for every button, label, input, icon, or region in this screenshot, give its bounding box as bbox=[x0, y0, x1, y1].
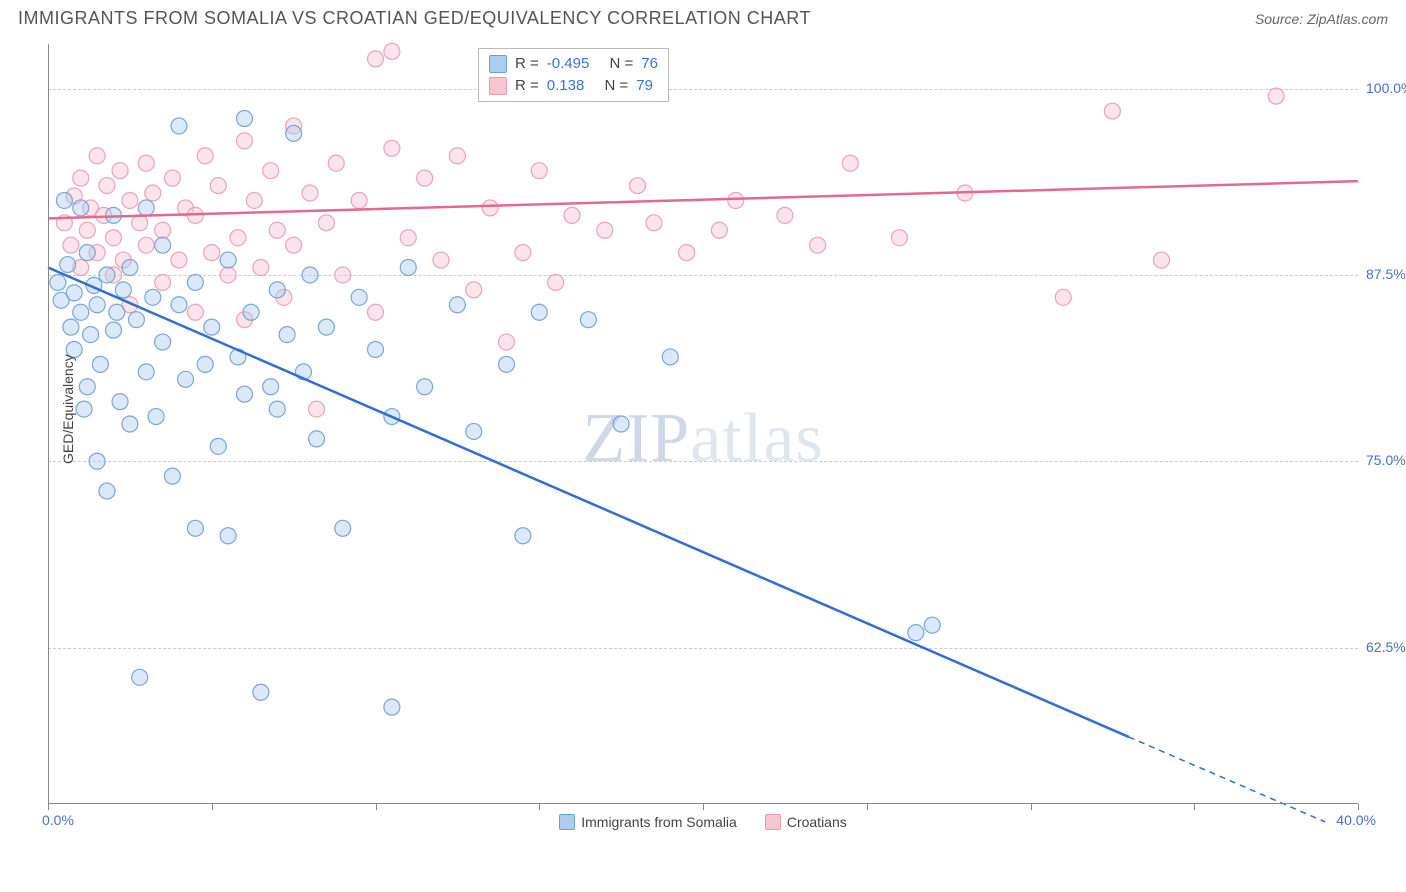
x-tick bbox=[1358, 804, 1359, 810]
legend-swatch-croatians-b bbox=[765, 814, 781, 830]
legend-item-croatians: Croatians bbox=[765, 814, 847, 830]
n-label: N = bbox=[604, 75, 628, 97]
n-value-somalia: 76 bbox=[641, 53, 658, 75]
legend-item-somalia: Immigrants from Somalia bbox=[559, 814, 737, 830]
legend-label-croatians: Croatians bbox=[787, 814, 847, 830]
r-value-somalia: -0.495 bbox=[547, 53, 590, 75]
x-tick bbox=[48, 804, 49, 810]
y-axis-label: GED/Equivalency bbox=[60, 354, 76, 464]
n-value-croatians: 79 bbox=[636, 75, 653, 97]
x-tick bbox=[1031, 804, 1032, 810]
axis-border bbox=[48, 44, 1358, 804]
plot-area: ZIPatlas GED/Equivalency 62.5%75.0%87.5%… bbox=[48, 44, 1358, 804]
correlation-row-1: R = 0.138 N = 79 bbox=[489, 75, 658, 97]
y-tick-label: 87.5% bbox=[1366, 266, 1406, 282]
correlation-legend: R = -0.495 N = 76 R = 0.138 N = 79 bbox=[478, 48, 669, 102]
legend-swatch-croatians bbox=[489, 77, 507, 95]
series-legend: Immigrants from Somalia Croatians bbox=[48, 814, 1358, 830]
y-tick-label: 62.5% bbox=[1366, 639, 1406, 655]
x-tick bbox=[376, 804, 377, 810]
y-tick-label: 75.0% bbox=[1366, 452, 1406, 468]
x-tick bbox=[539, 804, 540, 810]
x-tick bbox=[867, 804, 868, 810]
legend-label-somalia: Immigrants from Somalia bbox=[581, 814, 737, 830]
n-label: N = bbox=[609, 53, 633, 75]
x-tick bbox=[1194, 804, 1195, 810]
r-value-croatians: 0.138 bbox=[547, 75, 585, 97]
r-label: R = bbox=[515, 53, 539, 75]
legend-swatch-somalia bbox=[489, 55, 507, 73]
y-tick-label: 100.0% bbox=[1366, 80, 1406, 96]
legend-swatch-somalia-b bbox=[559, 814, 575, 830]
x-tick bbox=[212, 804, 213, 810]
chart-title: IMMIGRANTS FROM SOMALIA VS CROATIAN GED/… bbox=[18, 8, 811, 29]
correlation-row-0: R = -0.495 N = 76 bbox=[489, 53, 658, 75]
x-tick bbox=[703, 804, 704, 810]
r-label: R = bbox=[515, 75, 539, 97]
source-label: Source: ZipAtlas.com bbox=[1255, 11, 1388, 27]
